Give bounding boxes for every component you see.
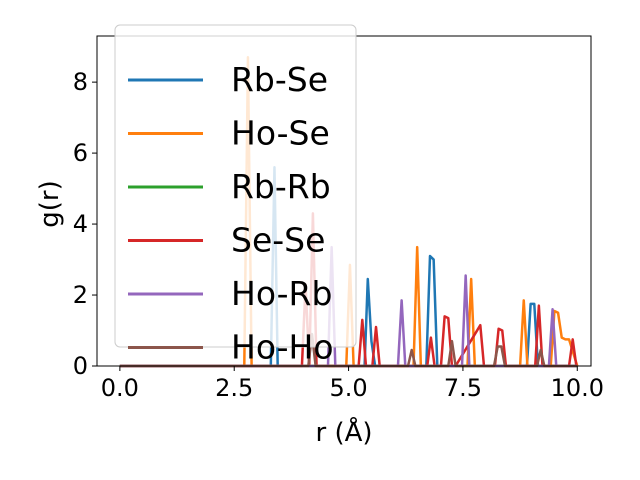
x-tick-label: 7.5 (444, 374, 482, 402)
y-tick-label: 6 (73, 139, 88, 167)
y-tick-label: 2 (73, 281, 88, 309)
x-tick-label: 5.0 (329, 374, 367, 402)
legend-label-ho-ho: Ho-Ho (231, 328, 334, 367)
y-tick-label: 8 (73, 68, 88, 96)
legend-label-ho-rb: Ho-Rb (231, 274, 332, 313)
y-axis-label: g(r) (35, 180, 65, 227)
y-tick-label: 4 (73, 210, 88, 238)
x-tick-label: 10.0 (551, 374, 604, 402)
x-axis-label: r (Å) (315, 416, 372, 448)
legend-label-ho-se: Ho-Se (231, 114, 330, 153)
legend: Rb-Se Ho-Se Rb-Rb Se-Se Ho-Rb Ho-Ho (114, 24, 357, 367)
legend-label-rb-rb: Rb-Rb (231, 167, 331, 206)
legend-label-se-se: Se-Se (231, 221, 325, 260)
axes-layer: 0.0 2.5 5.0 7.5 10.0 0 2 4 6 8 (73, 35, 604, 402)
legend-label-rb-se: Rb-Se (231, 60, 328, 99)
x-tick-label: 2.5 (215, 374, 253, 402)
series-line-ho-ho (119, 332, 578, 368)
x-tick-label: 0.0 (101, 374, 139, 402)
legend-box (114, 24, 357, 348)
y-tick-label: 0 (73, 352, 88, 380)
